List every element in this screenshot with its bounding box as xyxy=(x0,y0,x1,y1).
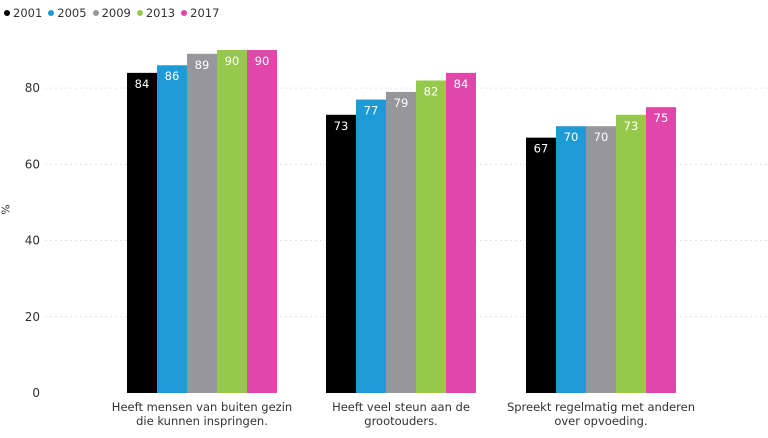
bar-2001-1 xyxy=(127,72,157,393)
y-tick-label: 40 xyxy=(25,234,40,248)
legend-dot-icon xyxy=(48,10,55,16)
data-label: 79 xyxy=(394,96,409,110)
legend-label: 2013 xyxy=(145,6,176,20)
legend-item-2001: 2001 xyxy=(4,6,42,20)
data-label: 73 xyxy=(624,119,639,133)
data-label: 70 xyxy=(564,130,579,144)
legend: 2001 2005 2009 2013 2017 xyxy=(4,5,225,21)
x-category-label: Heeft mensen van buiten gezin xyxy=(112,400,292,414)
legend-label: 2017 xyxy=(190,6,220,20)
data-label: 84 xyxy=(135,77,150,91)
bar-2013-3 xyxy=(616,114,646,394)
data-label: 82 xyxy=(424,84,439,98)
x-category-label: Spreekt regelmatig met anderen xyxy=(507,400,695,414)
bar-2013-1 xyxy=(217,50,247,393)
legend-item-2009: 2009 xyxy=(92,6,131,20)
y-tick-label: 60 xyxy=(25,157,40,171)
legend-label: 2001 xyxy=(13,6,43,20)
legend-item-2013: 2013 xyxy=(136,6,176,20)
bar-2013-2 xyxy=(416,80,446,393)
data-label: 75 xyxy=(654,111,669,125)
legend-label: 2005 xyxy=(57,6,87,20)
data-label: 67 xyxy=(534,142,549,156)
bar-2017-2 xyxy=(446,72,476,393)
bar-2001-3 xyxy=(526,137,556,393)
x-category-label: die kunnen inspringen. xyxy=(136,414,268,428)
legend-dot-icon xyxy=(4,10,10,16)
x-category-label: over opvoeding. xyxy=(554,414,647,428)
y-tick-label: 0 xyxy=(32,386,40,400)
data-label: 90 xyxy=(255,54,270,68)
data-label: 89 xyxy=(195,58,210,72)
bar-2001-2 xyxy=(326,114,356,394)
legend-dot-icon xyxy=(92,10,99,16)
bar-2005-3 xyxy=(556,126,586,393)
data-label: 70 xyxy=(594,130,609,144)
data-label: 90 xyxy=(225,54,240,68)
data-label: 73 xyxy=(334,119,349,133)
x-category-label: grootouders. xyxy=(364,414,437,428)
bar-2005-2 xyxy=(356,99,386,394)
legend-dot-icon xyxy=(181,10,188,16)
legend-item-2017: 2017 xyxy=(181,6,219,20)
bar-2017-3 xyxy=(646,107,676,394)
bar-2005-1 xyxy=(157,65,187,393)
bar-2009-1 xyxy=(187,53,217,394)
legend-label: 2009 xyxy=(101,6,131,20)
legend-dot-icon xyxy=(136,10,143,16)
data-label: 86 xyxy=(165,69,180,83)
bar-2009-2 xyxy=(386,91,416,393)
data-label: 77 xyxy=(364,104,379,118)
y-tick-label: 20 xyxy=(25,310,40,324)
x-category-label: Heeft veel steun aan de xyxy=(332,400,470,414)
bar-2009-3 xyxy=(586,126,616,393)
y-tick-label: 80 xyxy=(25,81,40,95)
data-label: 84 xyxy=(454,77,469,91)
bar-2017-1 xyxy=(247,50,277,393)
legend-item-2005: 2005 xyxy=(48,6,87,20)
